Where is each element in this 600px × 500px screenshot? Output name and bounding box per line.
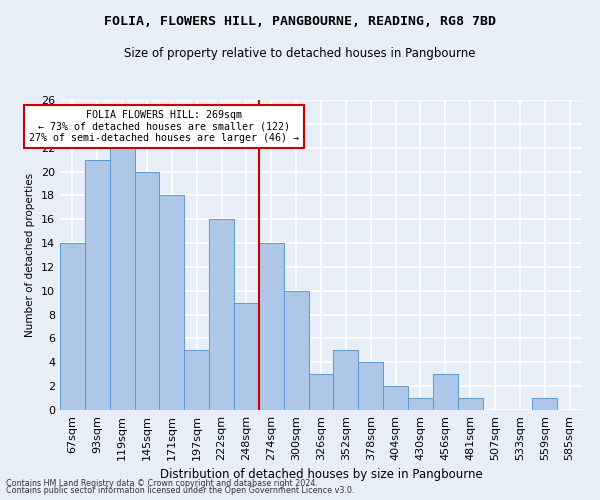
Bar (160, 196, 184, 410)
Text: Size of property relative to detached houses in Pangbourne: Size of property relative to detached ho… (124, 48, 476, 60)
Bar (209, 219, 234, 410)
Bar (134, 172, 160, 410)
Y-axis label: Number of detached properties: Number of detached properties (25, 173, 35, 337)
Bar (334, 350, 358, 410)
Bar (383, 386, 408, 410)
Text: FOLIA, FLOWERS HILL, PANGBOURNE, READING, RG8 7BD: FOLIA, FLOWERS HILL, PANGBOURNE, READING… (104, 15, 496, 28)
Bar (110, 148, 134, 410)
Bar (433, 374, 458, 410)
X-axis label: Distribution of detached houses by size in Pangbourne: Distribution of detached houses by size … (160, 468, 482, 481)
Bar (259, 243, 284, 410)
Bar (85, 160, 110, 410)
Text: Contains HM Land Registry data © Crown copyright and database right 2024.: Contains HM Land Registry data © Crown c… (6, 478, 318, 488)
Bar (358, 362, 383, 410)
Bar (458, 398, 482, 410)
Text: FOLIA FLOWERS HILL: 269sqm
← 73% of detached houses are smaller (122)
27% of sem: FOLIA FLOWERS HILL: 269sqm ← 73% of deta… (29, 110, 299, 142)
Bar (532, 398, 557, 410)
Bar (60, 243, 85, 410)
Bar (284, 291, 308, 410)
Bar (184, 350, 209, 410)
Bar (234, 302, 259, 410)
Bar (408, 398, 433, 410)
Bar (308, 374, 334, 410)
Text: Contains public sector information licensed under the Open Government Licence v3: Contains public sector information licen… (6, 486, 355, 495)
